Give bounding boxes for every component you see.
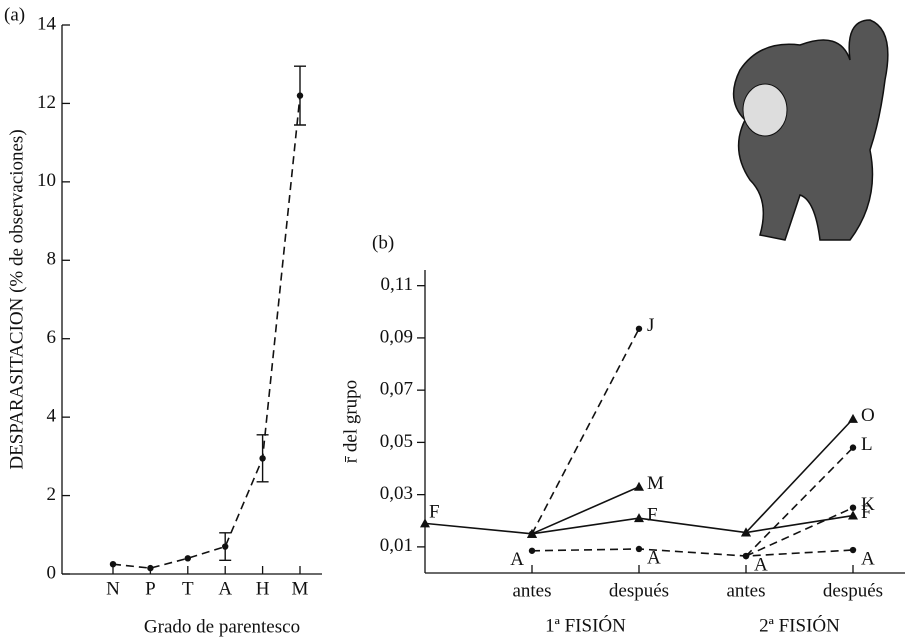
x-tick-label: M <box>292 578 309 599</box>
point-label: K <box>861 494 875 515</box>
x-tick-label: H <box>256 578 270 599</box>
point-label: J <box>647 315 654 336</box>
y-tick-label: 6 <box>47 327 57 348</box>
marker <box>147 564 154 572</box>
data-line <box>745 418 854 534</box>
marker <box>848 510 858 520</box>
y-tick-label: 8 <box>47 249 57 270</box>
y-tick-label: 0,05 <box>380 431 413 452</box>
y-tick-label: 0 <box>47 562 57 583</box>
marker <box>109 560 117 568</box>
point-label: F <box>647 505 658 526</box>
marker <box>184 555 191 562</box>
x-tick-label: antes <box>512 580 551 601</box>
x-tick-label: después <box>609 580 669 601</box>
marker <box>849 504 857 511</box>
panel-label: (a) <box>4 4 25 25</box>
point-label: A <box>647 547 661 568</box>
point-label: F <box>861 502 872 523</box>
y-tick-label: 10 <box>37 170 56 191</box>
y-tick-label: 0,03 <box>380 483 413 504</box>
y-tick-label: 0,09 <box>380 326 413 347</box>
data-line <box>745 447 854 557</box>
marker <box>634 513 644 523</box>
data-line <box>745 506 854 557</box>
y-axis-label: r̄ del grupo <box>340 380 361 463</box>
y-tick-label: 2 <box>47 484 57 505</box>
marker <box>528 547 536 554</box>
marker <box>296 92 304 99</box>
y-tick-label: 14 <box>37 13 57 34</box>
y-tick-label: 0,01 <box>380 535 413 556</box>
data-line <box>112 95 301 569</box>
marker <box>849 444 857 451</box>
group-label: 1ª FISIÓN <box>545 614 626 636</box>
monkey-illustration <box>732 19 889 241</box>
marker <box>742 552 750 560</box>
y-axis-label: DESPARASITACION (% de observaciones) <box>6 129 27 469</box>
x-tick-label: después <box>823 580 883 601</box>
y-tick-label: 4 <box>47 406 57 427</box>
data-line <box>531 486 640 535</box>
marker <box>634 481 644 491</box>
marker <box>222 543 229 550</box>
point-label: M <box>647 473 664 494</box>
group-label: 2ª FISIÓN <box>759 614 840 636</box>
x-axis-label: Grado de parentesco <box>144 616 300 637</box>
data-line <box>531 548 854 557</box>
marker <box>849 546 857 554</box>
point-label: L <box>861 434 873 455</box>
marker <box>527 528 537 538</box>
point-label: O <box>861 405 875 426</box>
marker <box>635 325 643 332</box>
marker <box>259 455 266 462</box>
x-tick-label: P <box>145 578 156 599</box>
x-tick-label: antes <box>726 580 765 601</box>
marker <box>420 518 430 528</box>
x-tick-label: A <box>218 578 232 599</box>
data-line <box>531 328 640 535</box>
y-tick-label: 0,07 <box>380 379 413 400</box>
point-label: A <box>861 548 875 569</box>
y-tick-label: 0,11 <box>380 274 413 295</box>
point-label: F <box>429 502 440 523</box>
marker <box>848 413 858 423</box>
point-label: A <box>754 554 768 575</box>
point-label: A <box>510 549 524 570</box>
x-tick-label: N <box>106 578 120 599</box>
marker <box>741 527 751 537</box>
panel-label: (b) <box>372 232 394 253</box>
y-tick-label: 12 <box>37 92 56 113</box>
x-tick-label: T <box>182 578 194 599</box>
marker <box>635 545 643 553</box>
